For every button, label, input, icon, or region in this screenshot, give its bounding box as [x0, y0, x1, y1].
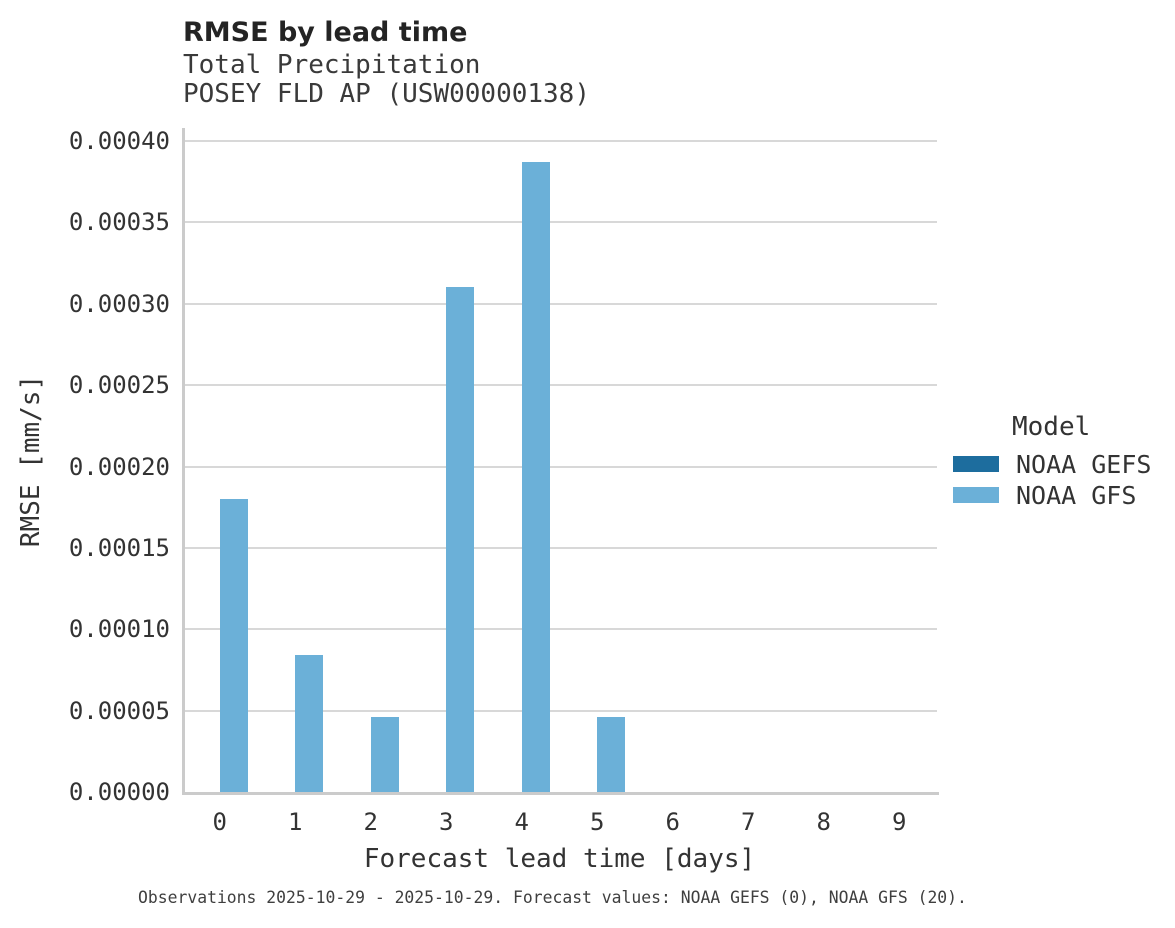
- y-tick-label: 0.00000: [68, 778, 170, 806]
- chart-subtitle-station: POSEY FLD AP (USW00000138): [183, 79, 590, 109]
- y-tick-label: 0.00020: [68, 452, 170, 481]
- y-axis-label: RMSE [mm/s]: [16, 374, 46, 548]
- bar-noaa-gfs-lead-1: [295, 655, 324, 792]
- gridline: [182, 628, 937, 631]
- gridline: [182, 221, 937, 224]
- bar-noaa-gfs-lead-5: [597, 717, 626, 792]
- x-tick-label: 3: [439, 808, 454, 836]
- x-tick-label: 8: [816, 808, 831, 836]
- bar-noaa-gfs-lead-0: [219, 499, 248, 792]
- y-axis-spine: [182, 128, 185, 795]
- x-axis-label: Forecast lead time [days]: [363, 844, 756, 874]
- x-tick-label: 2: [363, 808, 378, 836]
- y-tick-label: 0.00040: [68, 127, 170, 155]
- y-tick-label: 0.00015: [68, 533, 170, 562]
- x-tick-label: 4: [514, 808, 529, 836]
- x-tick-label: 7: [741, 808, 756, 836]
- gridline: [182, 302, 937, 305]
- y-tick-label: 0.00010: [68, 615, 170, 644]
- legend-title: Model: [1012, 412, 1091, 442]
- x-tick-label: 9: [892, 808, 907, 836]
- x-axis-spine: [182, 792, 939, 795]
- legend-swatch-noaa-gfs: [953, 487, 999, 503]
- footer-caption: Observations 2025-10-29 - 2025-10-29. Fo…: [138, 888, 967, 907]
- gridline: [182, 384, 937, 387]
- gridline: [182, 709, 937, 712]
- legend-item: NOAA GFS: [953, 481, 1136, 510]
- legend-item: NOAA GEFS: [953, 450, 1151, 479]
- y-tick-label: 0.00030: [68, 289, 170, 318]
- x-tick-label: 5: [590, 808, 605, 836]
- chart-subtitle-variable: Total Precipitation: [183, 50, 481, 80]
- legend-label: NOAA GEFS: [1016, 449, 1152, 479]
- gridline: [182, 140, 937, 142]
- page-title: RMSE by lead time: [183, 17, 468, 48]
- legend-label: NOAA GFS: [1016, 480, 1137, 510]
- x-tick-label: 0: [212, 808, 227, 836]
- gridline: [182, 546, 937, 549]
- x-tick-label: 6: [665, 808, 680, 836]
- x-tick-label: 1: [288, 808, 303, 836]
- bar-noaa-gfs-lead-4: [521, 162, 550, 792]
- bar-noaa-gfs-lead-2: [370, 717, 399, 792]
- gridline: [182, 465, 937, 468]
- bar-noaa-gfs-lead-3: [446, 287, 475, 792]
- legend-swatch-noaa-gefs: [953, 456, 999, 472]
- y-tick-label: 0.00035: [68, 208, 170, 237]
- y-tick-label: 0.00025: [68, 371, 170, 400]
- y-tick-label: 0.00005: [68, 696, 170, 725]
